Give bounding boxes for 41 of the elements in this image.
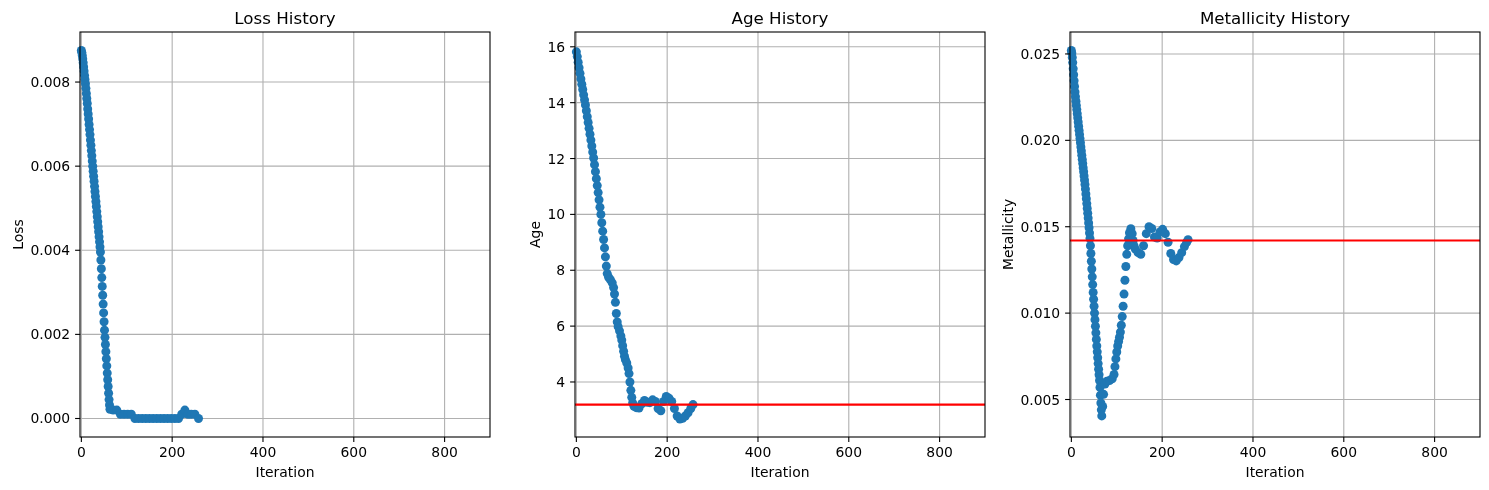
y-tick-label: 0.004: [30, 242, 71, 259]
x-tick-label: 800: [431, 444, 458, 461]
y-tick-label: 6: [556, 318, 566, 335]
y-tick-label: 0.005: [1020, 391, 1061, 408]
y-tick-label: 4: [556, 373, 566, 390]
x-tick-label: 600: [835, 444, 863, 461]
x-tick-label: 400: [1239, 444, 1267, 461]
chart-title: Loss History: [234, 8, 336, 28]
x-tick-label: 0: [1066, 444, 1076, 461]
x-axis-title: Iteration: [1245, 464, 1305, 480]
y-tick-label: 14: [547, 94, 566, 111]
x-axis-title: Iteration: [255, 464, 315, 480]
x-tick-label: 800: [926, 444, 953, 461]
y-axis-title: Metallicity: [999, 198, 1016, 271]
x-tick-label: 600: [340, 444, 368, 461]
x-tick-label: 0: [571, 444, 581, 461]
y-tick-label: 10: [547, 206, 566, 223]
y-tick-label: 0.002: [30, 326, 71, 343]
chart-title: Age History: [731, 8, 829, 28]
y-tick-label: 12: [547, 150, 566, 167]
y-axis-title: Loss: [9, 219, 26, 250]
y-axis-title: Age: [526, 221, 543, 248]
y-tick-label: 0.000: [30, 410, 71, 427]
x-tick-label: 800: [1421, 444, 1448, 461]
y-tick-label: 0.008: [30, 74, 71, 91]
y-tick-label: 8: [556, 262, 566, 279]
x-axis-title: Iteration: [750, 464, 810, 480]
y-tick-label: 0.006: [30, 158, 71, 175]
chart-title: Metallicity History: [1199, 8, 1351, 28]
x-tick-label: 400: [744, 444, 772, 461]
y-tick-label: 0.015: [1020, 218, 1061, 235]
y-tick-label: 0.010: [1020, 305, 1061, 322]
y-tick-label: 16: [547, 38, 566, 55]
y-tick-label: 0.020: [1020, 132, 1061, 149]
x-tick-label: 600: [1330, 444, 1358, 461]
x-tick-label: 400: [249, 444, 277, 461]
x-tick-label: 200: [1148, 444, 1176, 461]
x-tick-label: 200: [158, 444, 186, 461]
x-tick-label: 0: [76, 444, 86, 461]
y-tick-label: 0.025: [1020, 45, 1061, 62]
x-tick-label: 200: [653, 444, 681, 461]
